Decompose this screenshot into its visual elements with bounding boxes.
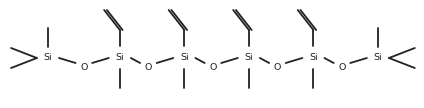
Text: Si: Si [180,53,189,63]
Text: Si: Si [115,53,124,63]
Text: Si: Si [374,53,382,63]
Text: Si: Si [245,53,253,63]
Text: O: O [209,64,217,72]
Text: Si: Si [309,53,318,63]
Text: O: O [338,64,346,72]
Text: O: O [80,64,88,72]
Text: O: O [274,64,281,72]
Text: Si: Si [44,53,52,63]
Text: O: O [145,64,152,72]
